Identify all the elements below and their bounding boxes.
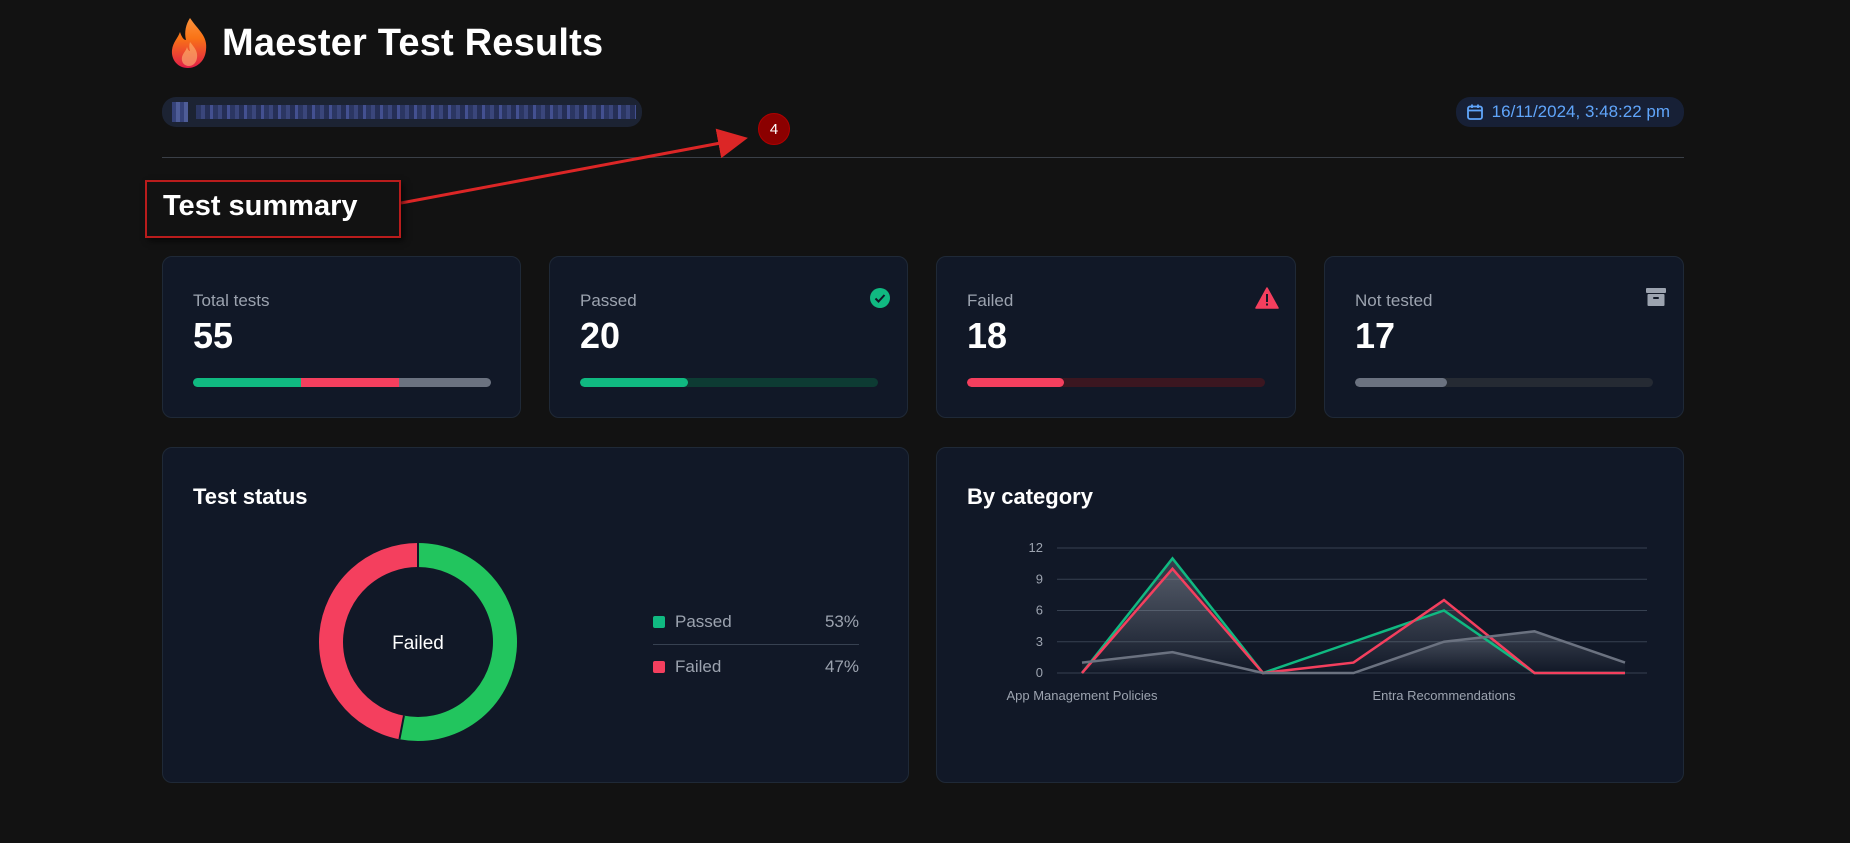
calendar-icon [1466, 104, 1483, 120]
y-tick-label: 9 [1036, 571, 1043, 586]
x-tick-label: App Management Policies [1006, 688, 1158, 703]
app-header: Maester Test Results [168, 16, 603, 70]
stat-value: 17 [1355, 315, 1396, 356]
flame-icon [171, 18, 207, 68]
by-category-panel: By category 0 3 6 9 12 App Management Policie… [936, 447, 1684, 783]
series-line[interactable] [1081, 630, 1626, 675]
test-status-panel: Test status Failed Passed 53% Failed 47% [162, 447, 909, 783]
failed-progress-bar [967, 378, 1265, 387]
bar-fill [1355, 378, 1448, 387]
section-title: Test summary [163, 190, 358, 222]
tenant-name-redacted [196, 105, 636, 119]
stat-card-not-tested: Not tested 17 [1324, 256, 1684, 418]
bar-segment [301, 378, 399, 387]
stat-label: Failed [967, 291, 1014, 310]
stat-value: 20 [580, 315, 621, 356]
legend-label: Passed [675, 612, 732, 631]
bar-fill [967, 378, 1065, 387]
y-tick-label: 12 [1029, 540, 1043, 555]
legend-swatch [653, 616, 665, 628]
y-tick-label: 6 [1036, 603, 1043, 618]
x-tick-label: Entra Recommendations [1372, 688, 1516, 703]
stat-label: Not tested [1355, 291, 1433, 310]
donut-slice-passed[interactable] [399, 543, 517, 741]
stat-card-failed: Failed 18 [936, 256, 1296, 418]
status-legend: Passed 53% Failed 47% [653, 600, 859, 689]
archive-icon [1646, 288, 1666, 306]
app-title: Maester Test Results [222, 21, 604, 64]
stat-label: Total tests [193, 291, 270, 310]
y-tick-label: 3 [1036, 634, 1043, 649]
stat-value: 18 [967, 315, 1008, 356]
panel-title: By category [967, 484, 1093, 509]
legend-percent: 47% [824, 657, 859, 676]
donut-center-label: Failed [392, 633, 444, 654]
bar-segment [398, 378, 491, 387]
legend-percent: 53% [824, 612, 859, 631]
legend-label: Failed [675, 657, 722, 676]
passed-progress-bar [580, 378, 878, 387]
stat-label: Passed [580, 291, 637, 310]
stat-value: 55 [193, 315, 234, 356]
legend-item-passed[interactable]: Passed 53% [653, 600, 859, 644]
annotation-badge: 4 [758, 113, 790, 145]
donut-separator [398, 715, 405, 740]
series-line[interactable] [1081, 566, 1625, 675]
check-circle-icon [870, 288, 890, 308]
not-tested-progress-bar [1355, 378, 1653, 387]
category-area-chart: 0 3 6 9 12 App Management Policies Entra Recom… [1006, 540, 1647, 703]
total-progress-bar [193, 378, 491, 387]
timestamp-text: 16/11/2024, 3:48:22 pm [1491, 102, 1670, 121]
bar-fill [580, 378, 689, 387]
legend-item-failed[interactable]: Failed 47% [653, 644, 859, 689]
tenant-icon [172, 102, 188, 122]
timestamp-pill: 16/11/2024, 3:48:22 pm [1455, 97, 1684, 127]
stat-card-total: Total tests 55 [162, 256, 521, 418]
section-highlight-box [145, 180, 401, 238]
bar-segment [193, 378, 302, 387]
stat-card-passed: Passed 20 [549, 256, 908, 418]
tenant-pill [162, 97, 642, 127]
y-tick-label: 0 [1036, 665, 1043, 680]
legend-swatch [653, 661, 665, 673]
panel-title: Test status [193, 484, 308, 509]
donut-slice-failed[interactable] [319, 543, 419, 740]
status-donut-chart: Failed [319, 543, 517, 741]
header-divider [162, 157, 1684, 158]
warning-icon [1255, 287, 1279, 309]
